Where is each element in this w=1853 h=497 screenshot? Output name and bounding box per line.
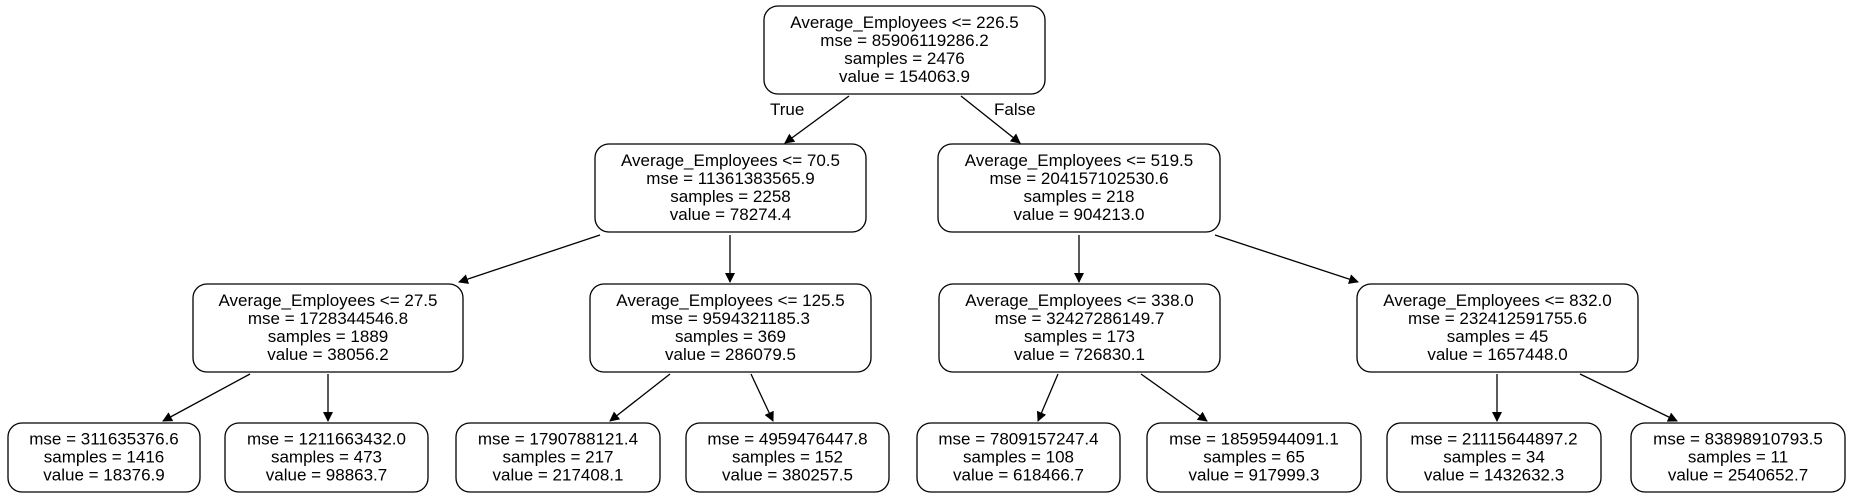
- node-box: [455, 422, 661, 493]
- node-box: [1630, 422, 1846, 493]
- node-box: [916, 422, 1121, 493]
- node-text-line: mse = 21115644897.2: [1410, 430, 1577, 449]
- node-text-line: samples = 1889: [268, 327, 389, 346]
- node-box: [938, 283, 1221, 373]
- node-text-line: mse = 83898910793.5: [1653, 430, 1823, 449]
- edges-layer: True False: [162, 95, 1678, 422]
- node-text-line: mse = 9594321185.3: [651, 309, 810, 328]
- edge-ll-lll: [162, 373, 251, 422]
- node-text-line: mse = 232412591755.6: [1408, 309, 1587, 328]
- edge-rr-rrr: [1579, 373, 1678, 422]
- node-text-line: value = 2540652.7: [1668, 466, 1808, 485]
- edge-rl-rll: [1036, 373, 1059, 422]
- node-text-line: mse = 32427286149.7: [995, 309, 1165, 328]
- node-text-line: samples = 152: [732, 448, 843, 467]
- node-box: [685, 422, 890, 493]
- node-text-line: samples = 34: [1443, 448, 1545, 467]
- edge-lr-lrr: [750, 373, 774, 422]
- node-box: [7, 422, 201, 493]
- node-box: [763, 5, 1046, 95]
- node-text-line: value = 38056.2: [267, 345, 388, 364]
- node-text-line: mse = 1728344546.8: [248, 309, 408, 328]
- node-text-line: samples = 369: [675, 327, 786, 346]
- node-text-line: samples = 2258: [670, 187, 791, 206]
- node-text-line: mse = 18595944091.1: [1169, 430, 1339, 449]
- node-box: [192, 283, 464, 373]
- node-text-line: value = 380257.5: [722, 466, 853, 485]
- node-box: [1146, 422, 1362, 493]
- node-text-line: value = 917999.3: [1189, 466, 1320, 485]
- node-text-line: mse = 204157102530.6: [989, 169, 1168, 188]
- node-text-line: Average_Employees <= 125.5: [616, 291, 844, 310]
- edge-rl-rlr: [1140, 373, 1208, 422]
- node-text-line: samples = 108: [963, 448, 1074, 467]
- node-text-line: mse = 4959476447.8: [707, 430, 867, 449]
- node-text-line: Average_Employees <= 519.5: [965, 151, 1193, 170]
- node-text-line: samples = 45: [1447, 327, 1549, 346]
- node-text-line: samples = 473: [271, 448, 382, 467]
- node-box: [594, 143, 867, 233]
- node-box: [224, 422, 429, 493]
- node-text-line: samples = 218: [1023, 187, 1134, 206]
- node-text-line: value = 1432632.3: [1424, 466, 1564, 485]
- node-text-line: samples = 11: [1688, 448, 1788, 467]
- node-text-line: value = 217408.1: [493, 466, 624, 485]
- edge-root-l: [784, 95, 850, 144]
- edge-label-true: True: [770, 100, 804, 119]
- node-text-line: Average_Employees <= 338.0: [965, 291, 1193, 310]
- node-text-line: value = 618466.7: [953, 466, 1084, 485]
- node-text-line: value = 78274.4: [670, 205, 791, 224]
- node-box: [937, 143, 1221, 233]
- node-text-line: value = 18376.9: [43, 466, 164, 485]
- node-text-line: value = 1657448.0: [1427, 345, 1567, 364]
- node-text-line: value = 726830.1: [1014, 345, 1145, 364]
- edge-root-r: [960, 95, 1021, 144]
- node-text-line: value = 286079.5: [665, 345, 796, 364]
- node-text-line: mse = 85906119286.2: [820, 31, 988, 50]
- edge-lr-lrl: [609, 373, 671, 422]
- node-text-line: mse = 1790788121.4: [478, 430, 638, 449]
- edge-l-ll: [458, 234, 601, 284]
- node-text-line: Average_Employees <= 27.5: [219, 291, 438, 310]
- node-text-line: value = 98863.7: [266, 466, 387, 485]
- node-text-line: mse = 7809157247.4: [938, 430, 1098, 449]
- node-text-line: samples = 65: [1203, 448, 1305, 467]
- node-text-line: samples = 173: [1024, 327, 1135, 346]
- node-text-line: mse = 1211663432.0: [247, 430, 406, 449]
- edge-label-false: False: [994, 100, 1036, 119]
- node-text-line: mse = 311635376.6: [29, 430, 179, 449]
- node-text-line: samples = 1416: [44, 448, 165, 467]
- node-text-line: samples = 217: [502, 448, 613, 467]
- node-box: [1356, 283, 1639, 373]
- node-text-line: value = 154063.9: [839, 67, 970, 86]
- node-box: [589, 283, 872, 373]
- node-text-line: Average_Employees <= 226.5: [790, 13, 1018, 32]
- node-text-line: samples = 2476: [844, 49, 965, 68]
- node-text-line: value = 904213.0: [1014, 205, 1145, 224]
- node-text-line: mse = 11361383565.9: [646, 169, 814, 188]
- edge-r-rr: [1214, 234, 1359, 284]
- node-text-line: Average_Employees <= 70.5: [621, 151, 840, 170]
- node-box: [1386, 422, 1602, 493]
- node-text-line: Average_Employees <= 832.0: [1383, 291, 1611, 310]
